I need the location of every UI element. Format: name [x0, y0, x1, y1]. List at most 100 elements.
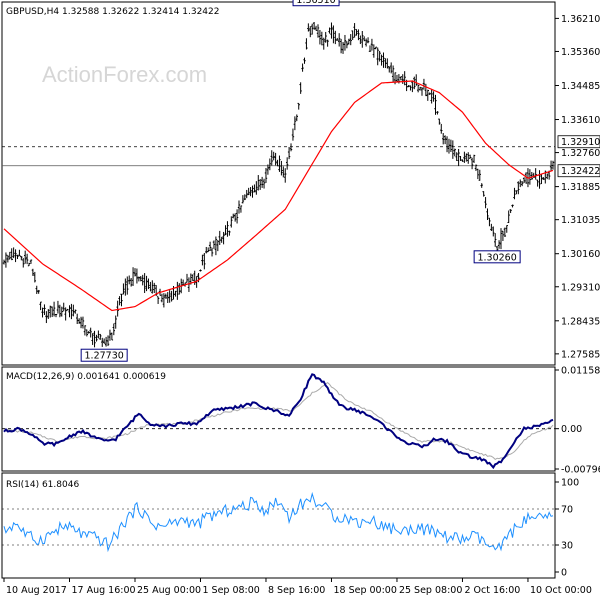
price-bar [316, 24, 320, 38]
price-bar [260, 176, 264, 188]
price-bar [37, 289, 40, 294]
price-bar [68, 305, 71, 318]
price-bar [27, 262, 31, 267]
price-bar [60, 306, 63, 317]
price-bar [23, 250, 27, 264]
price-bar [457, 148, 460, 167]
price-bar [524, 172, 528, 184]
time-tick-label-7: 2 Oct 16:00 [464, 585, 520, 596]
price-bar [357, 29, 360, 41]
price-bar [546, 173, 549, 180]
price-bar [22, 258, 25, 268]
price-bar [164, 293, 168, 299]
price-tick-label-10: 1.27585 [561, 349, 600, 360]
price-bar [440, 123, 443, 134]
level-tag-1: 1.32422 [561, 166, 600, 177]
time-tick-label-8: 10 Oct 00:00 [530, 585, 592, 596]
price-bar [499, 228, 503, 250]
macd-line [3, 373, 554, 470]
price-bars [2, 21, 555, 348]
price-bar [382, 52, 385, 68]
price-bar [282, 166, 285, 178]
price-bar [210, 247, 214, 257]
price-bar [224, 225, 227, 236]
price-bar [25, 253, 29, 265]
price-bar [241, 195, 245, 204]
price-bar [220, 236, 223, 243]
price-tick-label-5: 1.31885 [561, 182, 600, 193]
price-bar [391, 65, 395, 83]
price-bar [139, 276, 142, 282]
price-bar [289, 143, 293, 152]
price-bar [536, 179, 539, 187]
price-bar [411, 80, 414, 93]
price-bar [41, 307, 44, 318]
level-tag-0: 1.32910 [561, 137, 600, 148]
price-labels: 1.36510 1.27730 1.30260 [80, 0, 521, 362]
price-bar [141, 274, 144, 286]
price-bar [16, 254, 19, 260]
price-bar [285, 157, 289, 170]
price-bar [233, 213, 237, 222]
price-bar [320, 31, 324, 46]
price-bar [311, 23, 314, 35]
price-bar [83, 325, 87, 336]
price-bar [490, 223, 493, 231]
price-bar [528, 169, 532, 185]
price-bar [106, 335, 110, 347]
price-bar [278, 155, 281, 172]
price-bar [237, 200, 241, 214]
price-bar [35, 285, 38, 294]
macd-panel [1, 366, 556, 472]
price-bar [264, 167, 268, 183]
price-bar [47, 309, 50, 319]
time-tick-label-4: 8 Sep 16:00 [268, 585, 325, 596]
price-bar [253, 184, 256, 193]
rsi-tick-label-1: 70 [561, 505, 573, 516]
level-tag-box-1 [557, 164, 600, 178]
price-bar [259, 179, 262, 190]
price-bar [174, 290, 177, 297]
price-bar [162, 293, 166, 308]
price-bar [284, 168, 287, 183]
ma-line [3, 80, 554, 312]
price-bar [97, 330, 100, 339]
price-bar [114, 315, 117, 329]
price-bar [422, 78, 426, 90]
price-bar [147, 278, 150, 290]
price-bar [191, 274, 194, 281]
price-bar [226, 221, 229, 237]
price-bar [409, 85, 412, 91]
rsi-tick-label-0: 100 [561, 478, 579, 489]
price-bar [255, 181, 258, 195]
price-bar [64, 307, 67, 321]
price-bar [359, 35, 362, 45]
price-bar [243, 194, 246, 201]
price-bar [307, 23, 310, 32]
price-bar [118, 296, 121, 306]
price-bar [418, 86, 422, 91]
price-bar [432, 91, 435, 102]
price-bar [424, 83, 428, 97]
price-bar [160, 293, 164, 303]
macd-title: MACD(12,26,9) 0.001641 0.000619 [6, 372, 166, 382]
price-bar [415, 74, 418, 86]
price-bar [201, 254, 204, 266]
price-bar [455, 152, 458, 161]
price-bar [270, 150, 273, 166]
price-bar [482, 191, 485, 197]
price-bar [378, 50, 381, 62]
price-bar [195, 275, 198, 288]
price-bar [461, 159, 464, 162]
price-bar [274, 152, 277, 166]
price-bar [10, 248, 13, 261]
price-bar [328, 27, 331, 34]
price-bar [413, 76, 416, 90]
price-label-box-1 [80, 348, 128, 362]
price-bar [336, 37, 339, 41]
price-bar [208, 241, 212, 251]
price-bar [87, 331, 90, 334]
price-bar [522, 177, 526, 184]
price-bar [488, 217, 491, 227]
price-bar [222, 231, 225, 245]
